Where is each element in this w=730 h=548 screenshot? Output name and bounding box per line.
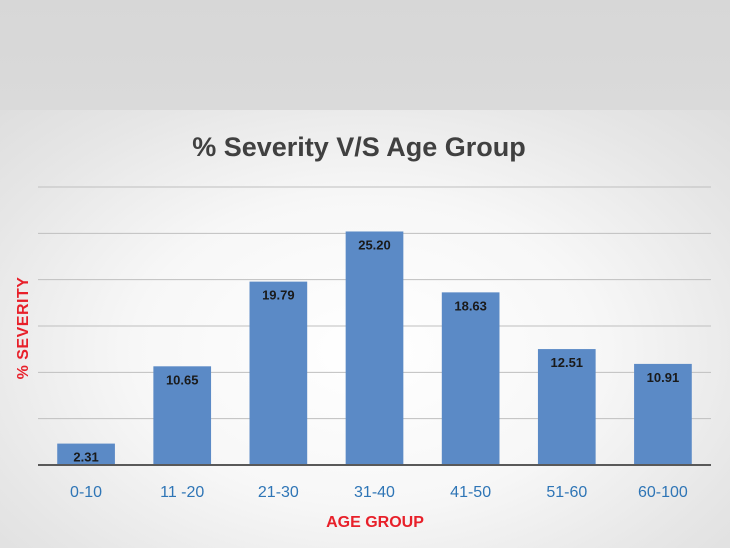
category-label: 51-60 <box>546 484 587 501</box>
category-labels: 0-10 11 -20 21-30 31-40 41-50 51-60 60-100 <box>70 484 688 501</box>
data-label: 10.91 <box>647 370 680 385</box>
data-label: 19.79 <box>262 288 295 303</box>
data-label: 10.65 <box>166 372 199 387</box>
x-axis-label: AGE GROUP <box>326 514 424 531</box>
data-label: 18.63 <box>454 298 487 313</box>
bars <box>57 231 692 465</box>
bar-51-60 <box>537 349 596 465</box>
data-labels: 2.31 10.65 19.79 25.20 18.63 12.51 10.91 <box>73 237 679 464</box>
data-label: 12.51 <box>551 355 584 370</box>
y-axis-label: % SEVERITY <box>15 277 32 380</box>
category-label: 31-40 <box>354 484 395 501</box>
data-label: 25.20 <box>358 237 391 252</box>
category-label: 21-30 <box>258 484 299 501</box>
top-background-band <box>0 0 730 110</box>
category-label: 0-10 <box>70 484 102 501</box>
category-label: 11 -20 <box>160 484 204 501</box>
bar-0-10 <box>57 443 115 465</box>
bar-31-40 <box>345 231 404 465</box>
category-label: 60-100 <box>638 484 688 501</box>
category-label: 41-50 <box>450 484 491 501</box>
chart-title: % Severity V/S Age Group <box>192 132 526 162</box>
bar-21-30 <box>249 281 308 465</box>
data-label: 2.31 <box>73 450 98 465</box>
bar-11-20 <box>153 366 212 465</box>
bar-60-100 <box>634 363 692 465</box>
bar-41-50 <box>441 292 500 465</box>
